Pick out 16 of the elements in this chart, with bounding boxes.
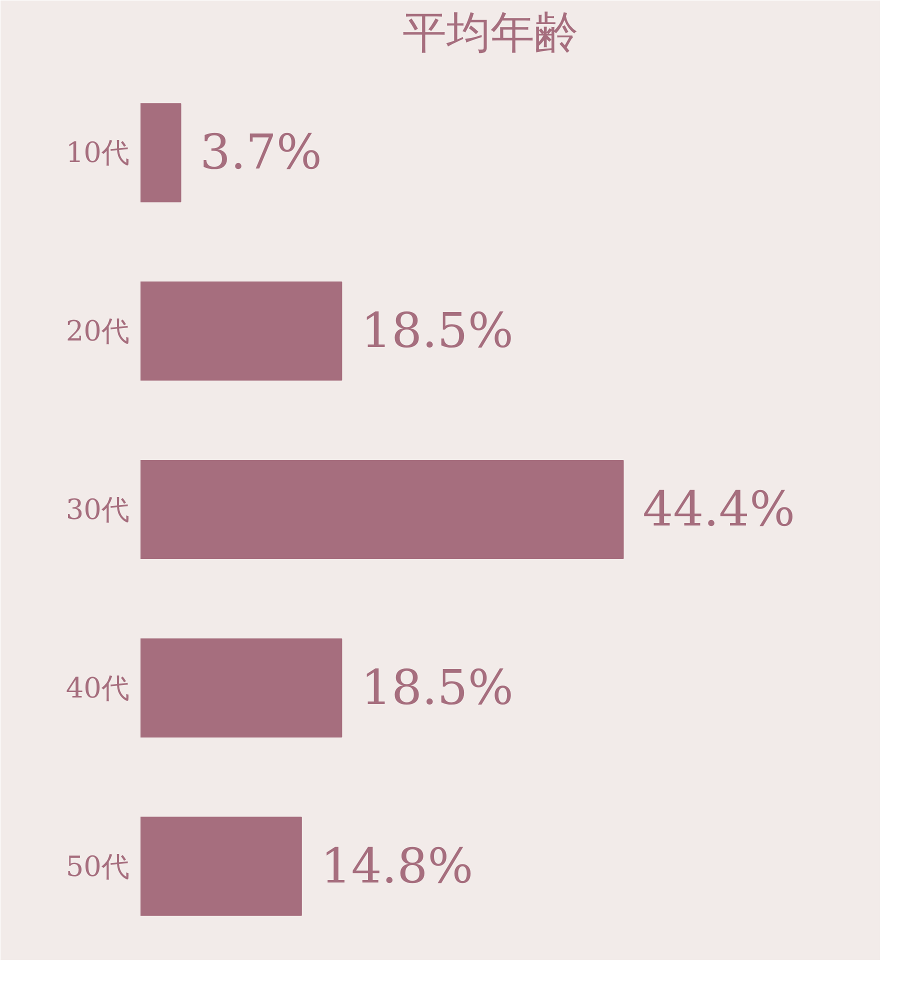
bar xyxy=(140,816,302,916)
bar xyxy=(140,460,624,560)
bar xyxy=(140,103,182,202)
y-tick-label: 10代 xyxy=(66,136,130,170)
y-tick-label: 30代 xyxy=(66,493,130,526)
data-label: 44.4% xyxy=(642,482,796,538)
y-tick-label: 50代 xyxy=(66,850,130,883)
y-tick-label: 40代 xyxy=(66,671,130,704)
data-label: 3.7% xyxy=(200,124,322,181)
data-label: 18.5% xyxy=(360,660,514,716)
data-label: 14.8% xyxy=(320,838,474,894)
bar xyxy=(140,638,342,738)
data-label: 18.5% xyxy=(360,303,514,360)
y-tick-label: 20代 xyxy=(66,314,130,348)
chart-title: 平均年齢 xyxy=(402,8,578,58)
bar xyxy=(140,282,342,381)
